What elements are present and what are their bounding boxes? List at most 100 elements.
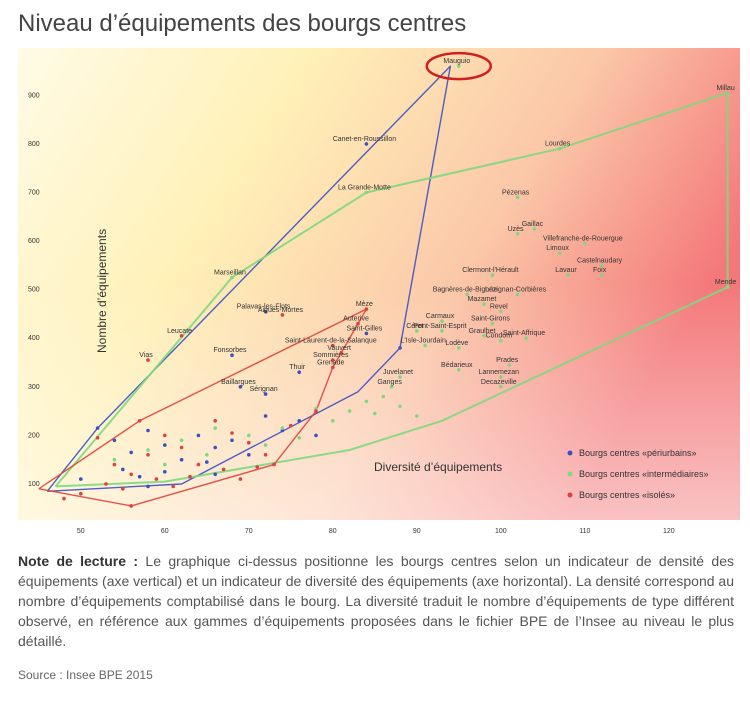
point-intermediaires-4 [515,195,520,200]
point-label: Lézignan-Corbières [485,287,547,294]
point-label: Carmaux [426,313,455,320]
point-label: Millau [716,85,734,92]
point-label: Canet-en-Roussillon [333,136,397,143]
point-periurbains-22 [79,477,83,481]
point-isoles-13 [129,472,133,477]
point-label: Fonsorbes [213,347,247,354]
point-label: Prades [496,357,519,364]
point-label: Bédarieux [441,362,473,369]
point-isoles-33 [79,491,83,496]
point-periurbains-5 [263,392,268,396]
point-isoles-9 [137,419,142,423]
point-isoles-27 [171,484,175,489]
point-intermediaires-13 [599,273,604,277]
point-label: Limoux [546,245,569,252]
point-isoles-34 [62,496,66,501]
point-intermediaires-33 [398,375,402,379]
y-tick-400: 400 [28,335,40,342]
point-label: Bagnères-de-Bigorre [433,287,498,294]
point-intermediaires-23 [482,334,486,338]
point-intermediaires-37 [415,414,419,418]
point-intermediaires-24 [524,336,528,341]
point-intermediaires-41 [247,433,251,438]
point-isoles-19 [230,431,234,435]
point-periurbains-24 [137,474,142,479]
point-label: Lavaur [555,267,577,274]
point-periurbains-1 [263,309,268,314]
point-isoles-12 [112,462,117,467]
point-periurbains-2 [364,331,369,336]
point-intermediaires-17 [482,302,486,306]
point-label: Grenade [317,359,344,366]
point-isoles-21 [263,453,268,457]
legend-marker-isoles [567,492,573,498]
point-intermediaires-7 [583,241,587,246]
point-isoles-17 [196,462,201,467]
legend-label-intermediaires: Bourgs centres «intermédiaires» [579,469,709,479]
point-intermediaires-21 [415,329,419,333]
point-periurbains-16 [230,438,234,443]
point-isoles-22 [289,423,293,428]
point-label: Saint-Girons [471,316,510,323]
point-label: Pézenas [502,189,530,196]
point-isoles-25 [121,487,125,491]
point-label: Lannemezan [479,369,520,376]
point-label: Mende [715,279,737,286]
point-intermediaires-2 [557,146,562,151]
point-label: Sommières [313,352,349,359]
point-intermediaires-45 [112,457,117,462]
point-intermediaires-5 [532,227,537,231]
point-intermediaires-30 [499,375,503,379]
point-periurbains-7 [398,346,402,350]
point-label: Baillargues [221,379,256,386]
point-label: Palavas-les-Flots [237,304,291,311]
point-periurbains-8 [95,426,100,430]
point-isoles-18 [213,419,217,423]
point-periurbains-15 [213,445,217,450]
point-isoles-23 [314,409,318,413]
point-periurbains-17 [247,453,251,457]
point-label: Saint-Laurent-de-la-Salanque [285,338,377,345]
highlight-ellipse [425,51,493,81]
point-intermediaires-38 [331,419,335,423]
point-periurbains-6 [297,370,302,375]
x-tick-60: 60 [161,528,169,535]
point-intermediaires-34 [347,409,352,413]
x-tick-50: 50 [77,528,85,535]
point-intermediaires-0 [457,64,461,68]
point-label: Saint-Affrique [503,330,545,337]
page-title: Niveau d’équipements des bourgs centres [18,10,467,37]
point-periurbains-18 [263,414,268,418]
reading-note: Note de lecture : Le graphique ci-dessus… [18,551,734,651]
y-tick-800: 800 [28,141,40,148]
point-periurbains-4 [238,385,243,389]
point-intermediaires-6 [515,232,520,236]
point-label: Villefranche-de-Rouergue [543,236,623,243]
point-periurbains-12 [163,443,167,447]
point-intermediaires-49 [297,436,302,440]
scatter-chart: Canet-en-Roussillon Palavas-les-Flots Sain… [18,48,740,535]
y-tick-700: 700 [28,190,40,197]
point-label: Decazeville [481,379,517,386]
point-label: Thuir [289,364,306,371]
point-periurbains-0 [364,142,369,146]
point-intermediaires-51 [381,394,386,399]
point-intermediaires-47 [205,453,209,457]
point-isoles-26 [154,477,159,481]
point-isoles-11 [95,436,100,440]
point-label: Foix [593,267,607,274]
point-intermediaires-46 [163,462,167,467]
x-tick-100: 100 [495,528,507,535]
point-isoles-30 [238,477,243,481]
point-label: Revel [490,304,508,311]
source-text: Source : Insee BPE 2015 [18,668,153,682]
point-intermediaires-1 [725,91,730,95]
y-tick-100: 100 [28,481,40,488]
point-periurbains-25 [163,470,167,474]
point-intermediaires-20 [490,321,495,326]
point-intermediaires-31 [499,385,503,389]
legend-marker-intermediaires [567,471,573,477]
point-intermediaires-11 [490,273,495,277]
point-intermediaires-44 [146,448,150,452]
y-axis-label: Nombre d’équipements [95,229,109,353]
